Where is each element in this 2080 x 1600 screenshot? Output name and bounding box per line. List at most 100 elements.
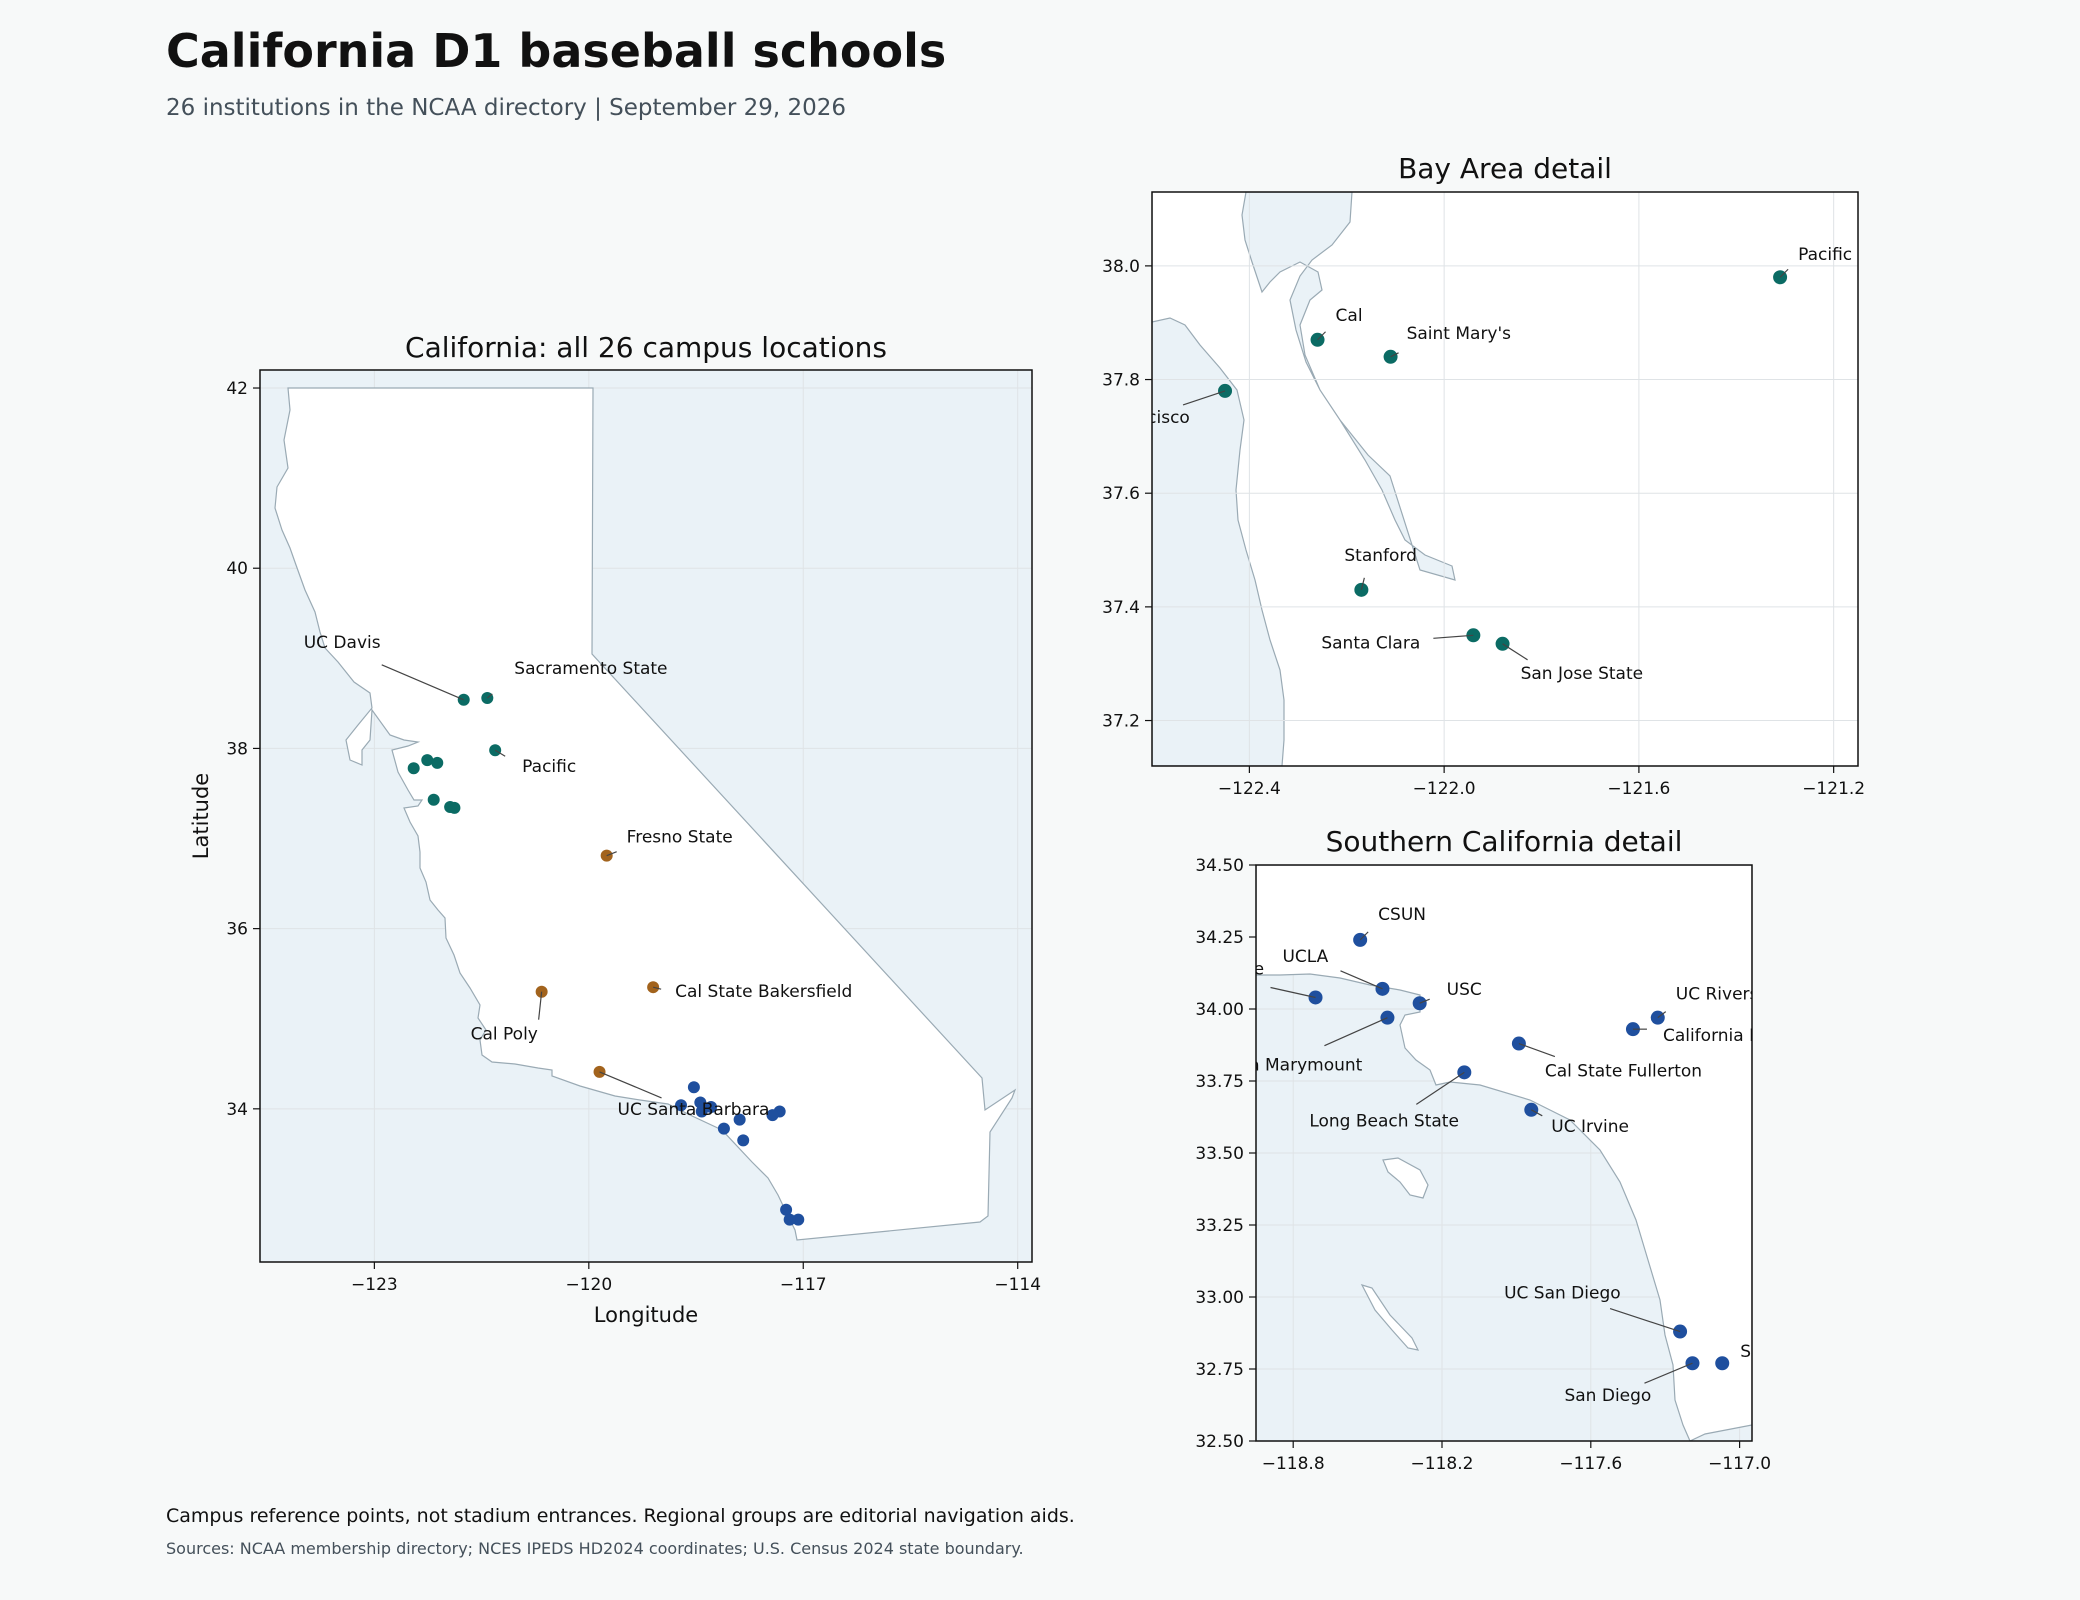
campus-marker[interactable] bbox=[780, 1203, 793, 1216]
leader-line bbox=[1317, 331, 1326, 341]
campus-marker[interactable] bbox=[705, 1101, 718, 1114]
california-map-title: California: all 26 campus locations bbox=[405, 331, 887, 364]
leader-line bbox=[1433, 634, 1474, 639]
socal-title: Southern California detail bbox=[1326, 825, 1683, 858]
y-tick-label: 37.6 bbox=[1102, 484, 1140, 504]
x-tick-label: −117.6 bbox=[1559, 1454, 1622, 1474]
x-tick-label: −123 bbox=[351, 1275, 398, 1295]
campus-marker[interactable] bbox=[737, 1134, 750, 1147]
campus-label-sacramento-state: Sacramento State bbox=[514, 659, 667, 679]
campus-label-ucla: UCLA bbox=[1282, 947, 1328, 967]
leader-line bbox=[494, 749, 506, 757]
campus-label-loyola-marymount: Loyola Marymount bbox=[1204, 1056, 1362, 1076]
san-clemente-island bbox=[1360, 1284, 1420, 1351]
campus-marker[interactable] bbox=[717, 1122, 730, 1135]
leader-line bbox=[1419, 998, 1430, 1004]
campus-label-pacific: Pacific bbox=[1798, 245, 1852, 265]
campus-label-fresno-state: Fresno State bbox=[627, 828, 733, 848]
campus-label-san-diego-state: San Diego State bbox=[1740, 1342, 1877, 1362]
california-map-panel: California: all 26 campus locations UC D… bbox=[189, 331, 1041, 1327]
leader-line bbox=[1609, 1307, 1681, 1333]
pacific-ocean bbox=[1152, 192, 1285, 766]
x-tick-label: −118.8 bbox=[1262, 1454, 1325, 1474]
y-tick-label: 32.75 bbox=[1195, 1360, 1244, 1380]
y-tick-label: 37.4 bbox=[1102, 598, 1140, 618]
campus-marker[interactable] bbox=[694, 1096, 707, 1109]
y-tick-label: 37.8 bbox=[1102, 371, 1140, 391]
campus-marker-san-diego-state[interactable] bbox=[1715, 1356, 1730, 1371]
campus-label-stanford: Stanford bbox=[1344, 546, 1417, 566]
san-francisco-bay bbox=[1241, 192, 1456, 581]
leader-line bbox=[381, 664, 464, 701]
x-tick-label: −121.2 bbox=[1802, 779, 1865, 799]
campus-label-cal-state-fullerton: Cal State Fullerton bbox=[1545, 1062, 1702, 1082]
x-tick-label: −122.4 bbox=[1218, 779, 1281, 799]
campus-label-cal-state-bakersfield: Cal State Bakersfield bbox=[675, 982, 852, 1002]
leader-line bbox=[1359, 931, 1369, 941]
x-tick-label: −117 bbox=[780, 1275, 827, 1295]
x-tick-label: −122.0 bbox=[1413, 779, 1476, 799]
campus-label-uc-irvine: UC Irvine bbox=[1551, 1117, 1629, 1137]
campus-label-pacific: Pacific bbox=[522, 757, 576, 777]
y-tick-label: 33.00 bbox=[1195, 1288, 1244, 1308]
y-tick-label: 33.75 bbox=[1195, 1072, 1244, 1092]
y-tick-label: 34.50 bbox=[1195, 856, 1244, 876]
leader-line bbox=[1340, 970, 1383, 990]
campus-label-santa-clara: Santa Clara bbox=[1321, 633, 1420, 653]
x-axis-label: Longitude bbox=[594, 1303, 698, 1327]
campus-label-usc: USC bbox=[1447, 980, 1482, 1000]
campus-marker[interactable] bbox=[675, 1099, 688, 1112]
leader-line bbox=[1270, 986, 1316, 999]
footnote: Campus reference points, not stadium ent… bbox=[166, 1505, 1075, 1527]
socal-panel: Southern California detail CSUN UCLA Peppe… bbox=[1195, 825, 1877, 1474]
campus-label-uc-san-diego: UC San Diego bbox=[1504, 1284, 1621, 1304]
campus-marker[interactable] bbox=[407, 762, 420, 775]
y-tick-label: 38 bbox=[226, 739, 248, 759]
y-tick-label: 33.25 bbox=[1195, 1216, 1244, 1236]
campus-marker[interactable] bbox=[421, 754, 434, 767]
y-tick-label: 37.2 bbox=[1102, 712, 1140, 732]
leader-line bbox=[1518, 1042, 1556, 1058]
y-tick-label: 42 bbox=[226, 379, 248, 399]
campus-label-uc-davis: UC Davis bbox=[304, 633, 381, 653]
campus-label-california-baptist: California Baptist bbox=[1663, 1026, 1809, 1046]
campus-label-cal: Cal bbox=[1336, 306, 1363, 326]
leader-line bbox=[1779, 268, 1789, 278]
campus-marker[interactable] bbox=[783, 1213, 796, 1226]
bay-area-panel: Bay Area detail Pacific Cal Saint Mary's Sa… bbox=[1073, 152, 1865, 799]
x-tick-label: −121.6 bbox=[1607, 779, 1670, 799]
campus-marker[interactable] bbox=[733, 1113, 746, 1126]
campus-marker[interactable] bbox=[431, 756, 444, 769]
y-axis-label: Latitude bbox=[189, 773, 213, 859]
leader-line bbox=[1644, 1362, 1693, 1384]
campus-label-san-francisco: San Francisco bbox=[1073, 408, 1190, 428]
leader-line bbox=[1182, 390, 1226, 406]
campus-marker[interactable] bbox=[448, 801, 461, 814]
campus-marker[interactable] bbox=[695, 1105, 708, 1118]
campus-label-uc-riverside: UC Riverside bbox=[1676, 985, 1785, 1005]
campus-marker[interactable] bbox=[766, 1109, 779, 1122]
bay-area-frame bbox=[1151, 191, 1859, 767]
campus-label-uc-santa-barbara: UC Santa Barbara bbox=[618, 1100, 770, 1120]
california-boundary bbox=[274, 387, 1017, 1241]
campus-label-csun: CSUN bbox=[1378, 905, 1426, 925]
leader-line bbox=[486, 693, 493, 699]
leader-line bbox=[1530, 1109, 1543, 1117]
campus-marker[interactable] bbox=[427, 793, 440, 806]
y-tick-label: 34.25 bbox=[1195, 928, 1244, 948]
y-tick-label: 40 bbox=[226, 559, 248, 579]
campus-marker[interactable] bbox=[792, 1213, 805, 1226]
y-tick-label: 38.0 bbox=[1102, 257, 1140, 277]
california-map-frame bbox=[259, 369, 1033, 1263]
y-tick-label: 36 bbox=[226, 920, 248, 940]
campus-marker[interactable] bbox=[687, 1081, 700, 1094]
leader-line bbox=[653, 986, 662, 990]
leader-line bbox=[1324, 1017, 1388, 1047]
leader-line bbox=[1502, 643, 1528, 661]
leader-line bbox=[1360, 577, 1365, 590]
campus-label-long-beach-state: Long Beach State bbox=[1309, 1111, 1459, 1131]
page-subtitle: 26 institutions in the NCAA directory | … bbox=[166, 95, 847, 121]
y-tick-label: 34 bbox=[226, 1100, 248, 1120]
campus-label-saint-mary-s: Saint Mary's bbox=[1407, 324, 1512, 344]
